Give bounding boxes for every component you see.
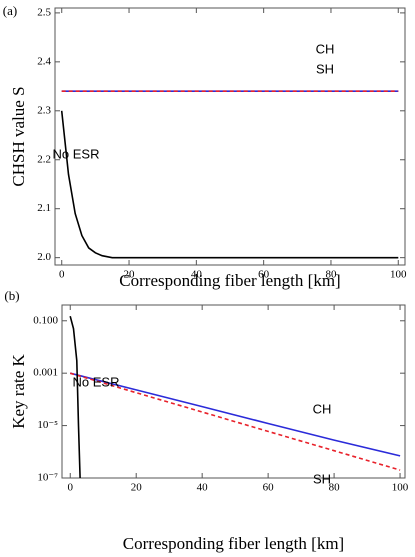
line-series [60,110,399,259]
y-tick-label: 10⁻⁷ [37,472,58,484]
x-tick-label: 60 [263,482,275,494]
x-axis-label: Corresponding fiber length [km] [119,271,340,290]
y-tick-label: 2.2 [37,153,51,165]
y-tick-label: 2.5 [37,6,51,18]
series-label: SH [316,61,334,76]
y-tick-label: 0.001 [33,367,58,379]
line-series [69,372,401,471]
y-tick-label: 2.0 [37,251,51,263]
x-tick-label: 80 [325,269,337,281]
y-tick-label: 2.3 [37,104,51,116]
y-tick-label: 2.4 [37,55,51,67]
series-label: No ESR [53,146,100,161]
panel-label: (b) [4,288,19,303]
x-tick-label: 80 [329,482,341,494]
y-axis-label: Key rate K [9,353,28,428]
x-tick-label: 0 [59,269,65,281]
x-tick-label: 40 [197,482,209,494]
series-label: No ESR [73,374,120,389]
plot-frame [61,304,406,479]
line-series [70,372,401,457]
y-axis-label: CHSH value S [9,86,28,186]
x-tick-label: 40 [191,269,203,281]
y-tick-label: 10⁻⁵ [37,419,58,431]
y-tick-label: 2.1 [37,202,51,214]
x-tick-label: 100 [390,269,407,281]
x-tick-label: 20 [131,482,143,494]
x-tick-label: 60 [258,269,270,281]
line-series [69,315,81,479]
series-label: CH [316,41,335,56]
plot-frame [54,7,406,266]
x-tick-label: 20 [124,269,136,281]
x-tick-label: 100 [392,482,409,494]
series-label: CH [313,401,332,416]
x-tick-label: 0 [67,482,73,494]
panel-label: (a) [3,3,17,18]
series-label: SH [313,471,331,486]
y-tick-label: 0.100 [33,314,58,326]
x-axis-label: Corresponding fiber length [km] [123,534,344,553]
